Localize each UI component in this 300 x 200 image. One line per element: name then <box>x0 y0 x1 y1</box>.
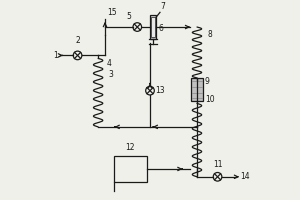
Text: 5: 5 <box>126 12 131 21</box>
Text: 15: 15 <box>107 8 117 17</box>
Text: 12: 12 <box>126 143 135 152</box>
Bar <box>150 15 156 39</box>
Text: 7: 7 <box>160 2 165 11</box>
Text: 2: 2 <box>75 36 80 45</box>
Text: 1: 1 <box>54 51 58 60</box>
Text: 8: 8 <box>207 30 212 39</box>
Bar <box>191 78 203 101</box>
Text: 9: 9 <box>205 77 210 86</box>
Text: 6: 6 <box>158 24 163 33</box>
Text: 11: 11 <box>213 160 222 169</box>
Text: 14: 14 <box>240 172 250 181</box>
Text: 3: 3 <box>108 70 113 79</box>
Bar <box>114 156 147 182</box>
Text: 13: 13 <box>155 86 164 95</box>
Text: 4: 4 <box>107 59 112 68</box>
Bar <box>152 17 154 37</box>
Text: 10: 10 <box>205 95 214 104</box>
